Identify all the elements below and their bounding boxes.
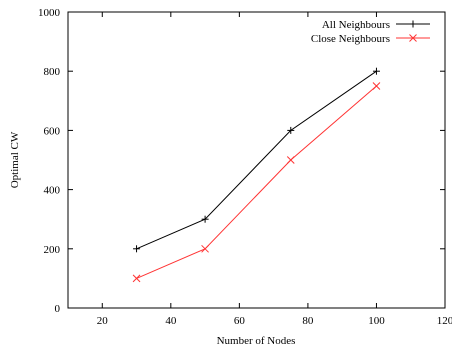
legend-marker-close-neighbours bbox=[409, 34, 417, 42]
series-layer bbox=[132, 67, 381, 283]
x-tick-label: 40 bbox=[165, 315, 177, 327]
y-tick-label: 1000 bbox=[38, 7, 61, 19]
x-tick-label: 60 bbox=[234, 315, 246, 327]
axis-ticks: 20 40 60 80 100 120 0 200 400 600 800 1000 bbox=[38, 7, 452, 327]
series-line-close-neighbours bbox=[136, 85, 377, 279]
legend-label-all-neighbours: All Neighbours bbox=[322, 19, 390, 31]
plot-frame bbox=[67, 11, 446, 309]
x-axis-title: Number of Nodes bbox=[217, 335, 296, 347]
legend: All Neighbours Close Neighbours bbox=[311, 19, 430, 45]
x-tick-label: 100 bbox=[368, 315, 385, 327]
y-tick-label: 800 bbox=[44, 66, 61, 78]
y-tick-label: 400 bbox=[44, 185, 61, 197]
data-point-all-neighbours bbox=[372, 67, 380, 75]
data-point-close-neighbours bbox=[286, 156, 295, 164]
x-tick-label: 80 bbox=[302, 315, 314, 327]
legend-marker-all-neighbours bbox=[409, 20, 417, 28]
plot-border bbox=[67, 11, 446, 309]
data-point-close-neighbours bbox=[132, 274, 141, 283]
legend-label-close-neighbours: Close Neighbours bbox=[311, 33, 390, 45]
series-line-all-neighbours bbox=[136, 70, 377, 250]
data-point-close-neighbours bbox=[372, 82, 381, 90]
y-axis-title: Optimal CW bbox=[9, 131, 21, 188]
data-point-all-neighbours bbox=[201, 215, 209, 223]
data-point-all-neighbours bbox=[287, 126, 295, 134]
y-tick-label: 600 bbox=[44, 125, 61, 137]
y-tick-label: 200 bbox=[44, 244, 61, 256]
data-point-all-neighbours bbox=[133, 245, 141, 253]
y-tick-label: 0 bbox=[55, 303, 61, 315]
x-tick-label: 20 bbox=[97, 315, 109, 327]
data-point-close-neighbours bbox=[201, 244, 209, 253]
x-tick-label: 120 bbox=[437, 315, 452, 327]
